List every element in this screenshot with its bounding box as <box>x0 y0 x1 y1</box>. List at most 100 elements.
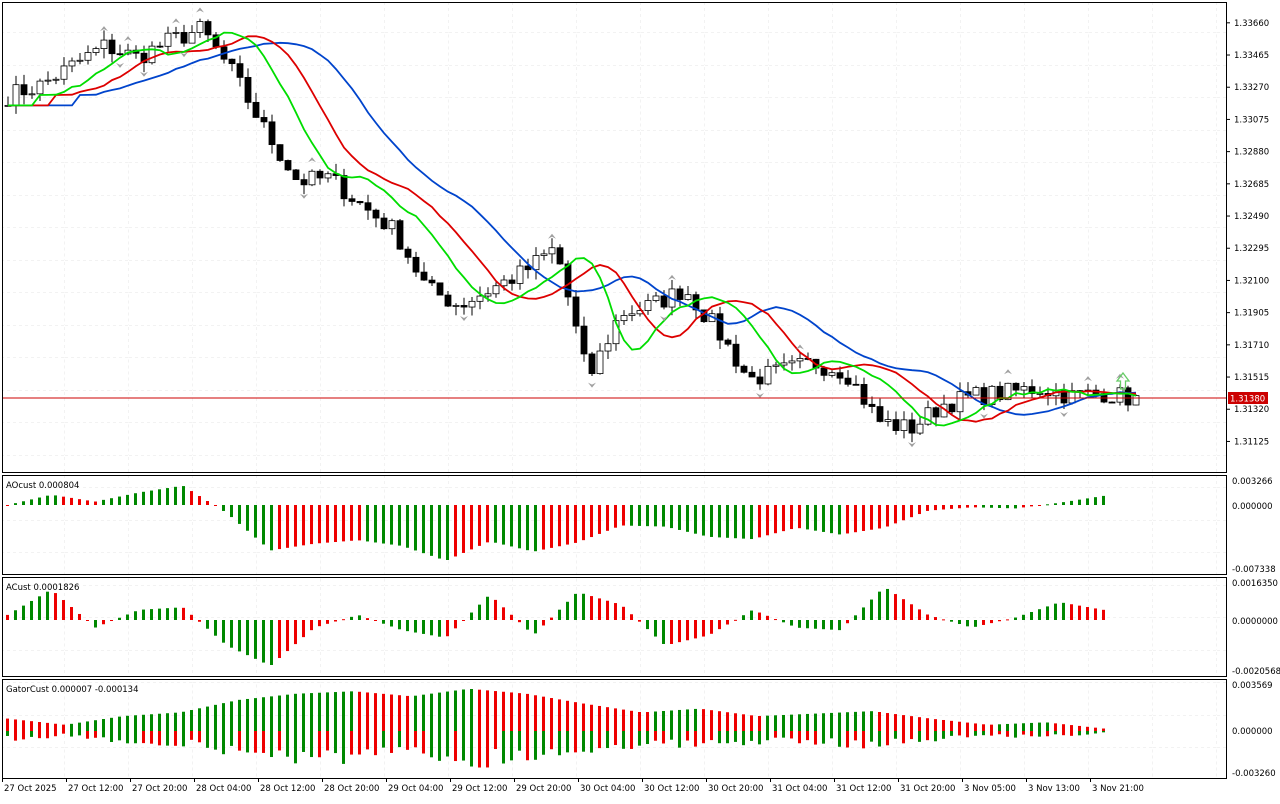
gator-down-bar <box>974 731 977 736</box>
ao-bar <box>542 505 545 550</box>
gator-up-bar <box>1014 723 1017 731</box>
ao-bar <box>46 495 49 505</box>
price-panel[interactable] <box>2 2 1227 473</box>
gator-up-bar <box>758 716 761 731</box>
gator-down-bar <box>126 731 129 744</box>
ao-bar <box>494 505 497 543</box>
ao-bar <box>702 505 705 536</box>
candle-body <box>268 121 276 146</box>
ac-bar <box>1054 603 1057 620</box>
gator-up-bar <box>654 711 657 731</box>
gator-down-bar <box>150 731 153 744</box>
candle-body <box>764 365 772 385</box>
candle-body <box>156 45 164 48</box>
ao-bar <box>974 505 977 508</box>
candle-body <box>236 63 244 78</box>
candle-body <box>292 169 300 181</box>
candle-body <box>756 376 764 385</box>
gator-down-bar <box>670 731 673 740</box>
candle-body <box>468 300 476 308</box>
ao-bar <box>414 505 417 551</box>
candle-body <box>244 76 252 103</box>
ac-bar <box>846 620 849 624</box>
gator-up-bar <box>62 724 65 731</box>
ac-bar <box>342 619 345 621</box>
gator-down-bar <box>278 731 281 751</box>
gator-up-bar <box>990 724 993 731</box>
time-tick-label: 30 Oct 12:00 <box>644 784 699 794</box>
ac-bar <box>718 620 721 630</box>
ao-bar <box>574 505 577 543</box>
gator-down-bar <box>590 731 593 753</box>
ao-bar <box>534 505 537 552</box>
gator-down-bar <box>446 731 449 757</box>
price-tick-label: 1.33660 <box>1234 19 1269 29</box>
gator-down-bar <box>30 731 33 737</box>
candle-body <box>972 387 980 396</box>
candle-body <box>396 220 404 250</box>
ao-bar <box>526 505 529 551</box>
candle-body <box>604 343 612 352</box>
gator-up-bar <box>350 691 353 731</box>
gator-down-bar <box>726 731 729 744</box>
gator-down-bar <box>542 731 545 755</box>
candle-body <box>740 365 748 373</box>
ac-panel[interactable] <box>2 577 1227 677</box>
ao-bar <box>246 505 249 531</box>
gator-down-bar <box>318 731 321 758</box>
gator-down-bar <box>582 731 585 752</box>
candle-body <box>428 279 436 284</box>
ac-bar <box>614 603 617 620</box>
ao-bar <box>918 505 921 515</box>
price-tick-label: 1.32880 <box>1234 148 1269 158</box>
candle-body <box>868 403 876 407</box>
gator-down-bar <box>46 731 49 739</box>
gator-up-bar <box>734 713 737 731</box>
ac-bar <box>118 617 121 620</box>
gator-down-bar <box>814 731 817 745</box>
ac-bar <box>966 620 969 627</box>
gator-down-bar <box>382 731 385 748</box>
gator-up-bar <box>486 690 489 731</box>
fractal-down-icon <box>460 316 468 322</box>
gator-down-bar <box>678 731 681 748</box>
candle-body <box>44 79 52 82</box>
gator-up-bar <box>358 691 361 731</box>
ac-bar <box>606 600 609 620</box>
gator-down-bar <box>990 731 993 736</box>
gator-down-bar <box>686 731 689 741</box>
gator-up-bar <box>102 719 105 731</box>
gator-up-bar <box>718 711 721 731</box>
gator-up-bar <box>878 712 881 731</box>
gator-down-bar <box>102 731 105 738</box>
gator-down-bar <box>438 731 441 761</box>
ac-bar <box>806 620 809 629</box>
gator-up-bar <box>622 709 625 731</box>
candle-body <box>620 315 628 322</box>
ac-bar <box>462 620 465 621</box>
gator-up-bar <box>286 694 289 731</box>
gator-down-bar <box>614 731 617 746</box>
gator-up-bar <box>126 715 129 731</box>
gator-up-bar <box>694 708 697 731</box>
candle-body <box>444 294 452 307</box>
ao-bar <box>190 491 193 505</box>
ao-bar <box>550 505 553 548</box>
ao-bar <box>214 505 217 506</box>
ac-bar <box>326 620 329 624</box>
gator-up-bar <box>782 714 785 731</box>
ao-bar <box>262 505 265 545</box>
candle-body <box>76 59 84 62</box>
fractal-down-icon <box>1060 411 1068 417</box>
candle-body <box>460 305 468 308</box>
candle-body <box>532 255 540 271</box>
price-tick-label: 1.33465 <box>1234 51 1269 61</box>
ao-bar <box>630 505 633 526</box>
ac-bar <box>1022 614 1025 620</box>
candle-body <box>1004 382 1012 401</box>
gator-down-bar <box>422 731 425 754</box>
candle-body <box>788 360 796 364</box>
ao-bar <box>1014 505 1017 509</box>
gator-down-bar <box>1102 731 1105 733</box>
